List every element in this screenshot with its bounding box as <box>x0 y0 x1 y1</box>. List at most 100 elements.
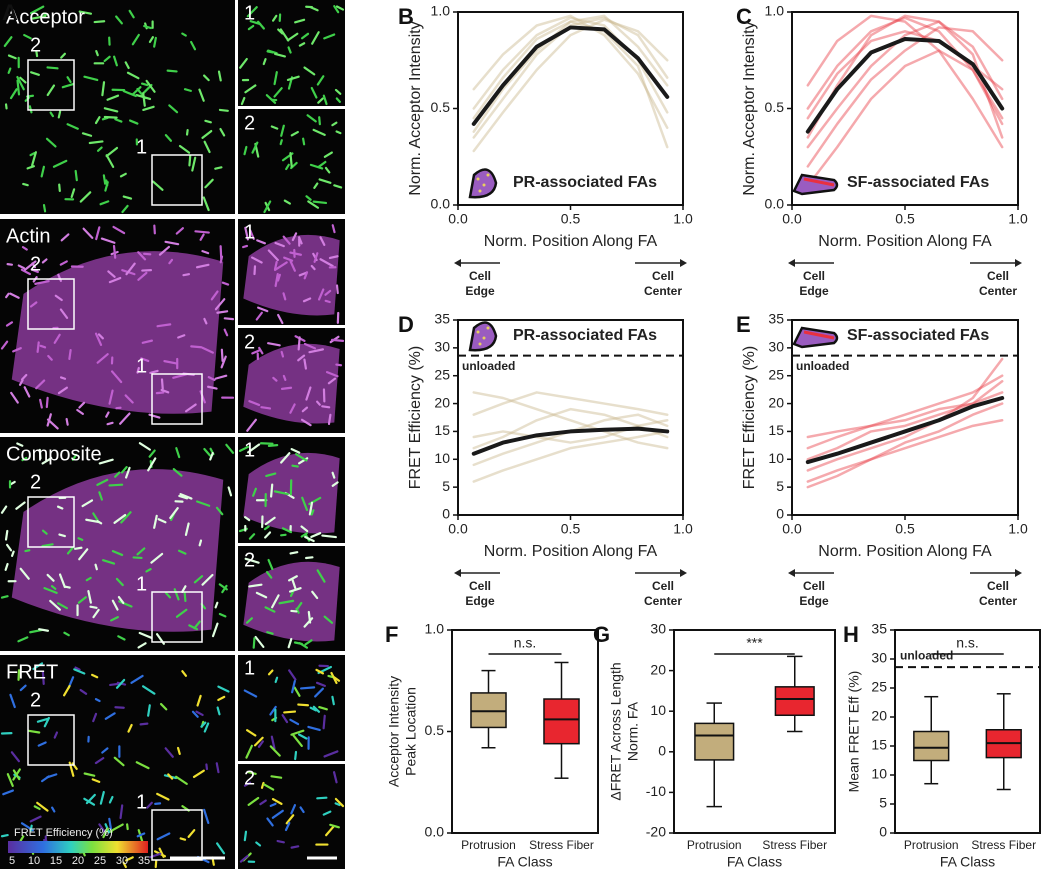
adhesion-streak <box>277 28 284 35</box>
adhesion-streak <box>110 616 119 622</box>
y-tick-label: 20 <box>871 708 887 724</box>
adhesion-streak <box>169 507 179 520</box>
y-axis-label: Mean FRET Eff (%) <box>846 671 862 793</box>
adhesion-streak <box>164 747 174 758</box>
fa-icon-dot <box>486 326 490 330</box>
adhesion-streak <box>317 160 327 168</box>
adhesion-streak <box>330 338 345 342</box>
adhesion-streak <box>83 75 99 82</box>
adhesion-streak <box>335 284 339 295</box>
adhesion-streak <box>181 32 187 37</box>
adhesion-streak <box>281 714 289 724</box>
adhesion-streak <box>164 134 173 142</box>
adhesion-streak <box>36 341 40 353</box>
adhesion-streak <box>23 386 31 398</box>
adhesion-streak <box>178 144 191 154</box>
adhesion-streak <box>41 258 48 264</box>
fa-icon-dot <box>476 177 480 181</box>
adhesion-streak <box>290 804 297 815</box>
adhesion-streak <box>82 227 94 239</box>
y-tick-label: 0.5 <box>765 99 785 115</box>
y-tick-label: 35 <box>768 311 784 327</box>
roi-label: 1 <box>136 355 147 377</box>
adhesion-streak <box>159 702 168 711</box>
adhesion-streak <box>66 76 72 84</box>
adhesion-streak <box>6 263 14 266</box>
adhesion-streak <box>211 622 219 638</box>
y-tick-label: 10 <box>768 450 784 466</box>
adhesion-streak <box>59 308 69 319</box>
adhesion-streak <box>243 830 248 842</box>
adhesion-streak <box>29 824 33 832</box>
image-label: Acceptor <box>6 6 85 28</box>
y-tick-label: 0.0 <box>765 196 785 212</box>
adhesion-streak <box>295 601 303 611</box>
trace-line <box>806 14 1004 149</box>
adhesion-streak <box>221 584 228 594</box>
adhesion-streak <box>323 750 339 758</box>
x-tick-label: 0.0 <box>782 211 802 227</box>
adhesion-streak <box>93 20 106 24</box>
adhesion-streak <box>225 443 235 454</box>
fa-icon-dot <box>482 336 486 340</box>
adhesion-streak <box>19 567 30 580</box>
adhesion-streak <box>248 533 256 540</box>
adhesion-streak <box>218 108 229 112</box>
adhesion-streak <box>0 595 9 599</box>
adhesion-streak <box>58 183 61 193</box>
adhesion-streak <box>319 258 334 268</box>
adhesion-streak <box>239 57 248 69</box>
adhesion-streak <box>191 710 199 718</box>
adhesion-streak <box>119 412 131 425</box>
adhesion-streak <box>125 262 136 276</box>
adhesion-streak <box>267 342 281 347</box>
adhesion-streak <box>316 400 321 406</box>
adhesion-streak <box>271 14 278 22</box>
inset-label: 1 <box>244 657 255 679</box>
x-axis-label: FA Class <box>727 854 782 870</box>
arrow-head <box>1015 259 1022 267</box>
y-axis-label: Peak Location <box>403 687 419 776</box>
trace-line <box>472 391 669 450</box>
adhesion-streak <box>290 845 300 849</box>
adhesion-streak <box>95 226 101 241</box>
adhesion-streak <box>29 815 42 823</box>
x-tick-label: Stress Fiber <box>762 838 827 852</box>
edge-label: Cell <box>469 269 491 283</box>
adhesion-streak <box>128 9 135 19</box>
y-axis-label: Norm. Acceptor Intensity <box>741 21 758 195</box>
adhesion-streak <box>132 556 143 560</box>
adhesion-streak <box>284 821 291 832</box>
adhesion-streak <box>202 74 210 82</box>
adhesion-streak <box>332 771 338 784</box>
adhesion-streak <box>63 585 71 589</box>
adhesion-streak <box>91 673 99 679</box>
adhesion-streak <box>114 118 123 123</box>
adhesion-streak <box>297 703 310 707</box>
y-tick-label: -10 <box>646 783 666 799</box>
adhesion-streak <box>263 783 275 791</box>
adhesion-streak <box>148 449 156 458</box>
adhesion-streak <box>105 154 115 168</box>
adhesion-streak <box>57 273 62 282</box>
adhesion-streak <box>283 710 297 714</box>
adhesion-streak <box>12 769 21 781</box>
inset-label: 2 <box>244 112 255 134</box>
y-tick-label: 10 <box>434 450 450 466</box>
inset-label: PR-associated FAs <box>513 174 657 191</box>
adhesion-streak <box>35 379 46 390</box>
roi-box <box>27 714 75 766</box>
box <box>694 722 735 761</box>
adhesion-streak <box>32 662 44 671</box>
adhesion-streak <box>220 348 224 363</box>
edge-label: Edge <box>465 594 495 608</box>
adhesion-streak <box>181 585 187 594</box>
adhesion-streak <box>95 49 99 57</box>
adhesion-streak <box>332 675 341 682</box>
adhesion-streak <box>265 94 277 104</box>
trace-line <box>472 20 669 149</box>
adhesion-streak <box>4 529 9 541</box>
adhesion-streak <box>289 590 294 597</box>
adhesion-streak <box>108 795 114 804</box>
adhesion-streak <box>106 421 114 426</box>
